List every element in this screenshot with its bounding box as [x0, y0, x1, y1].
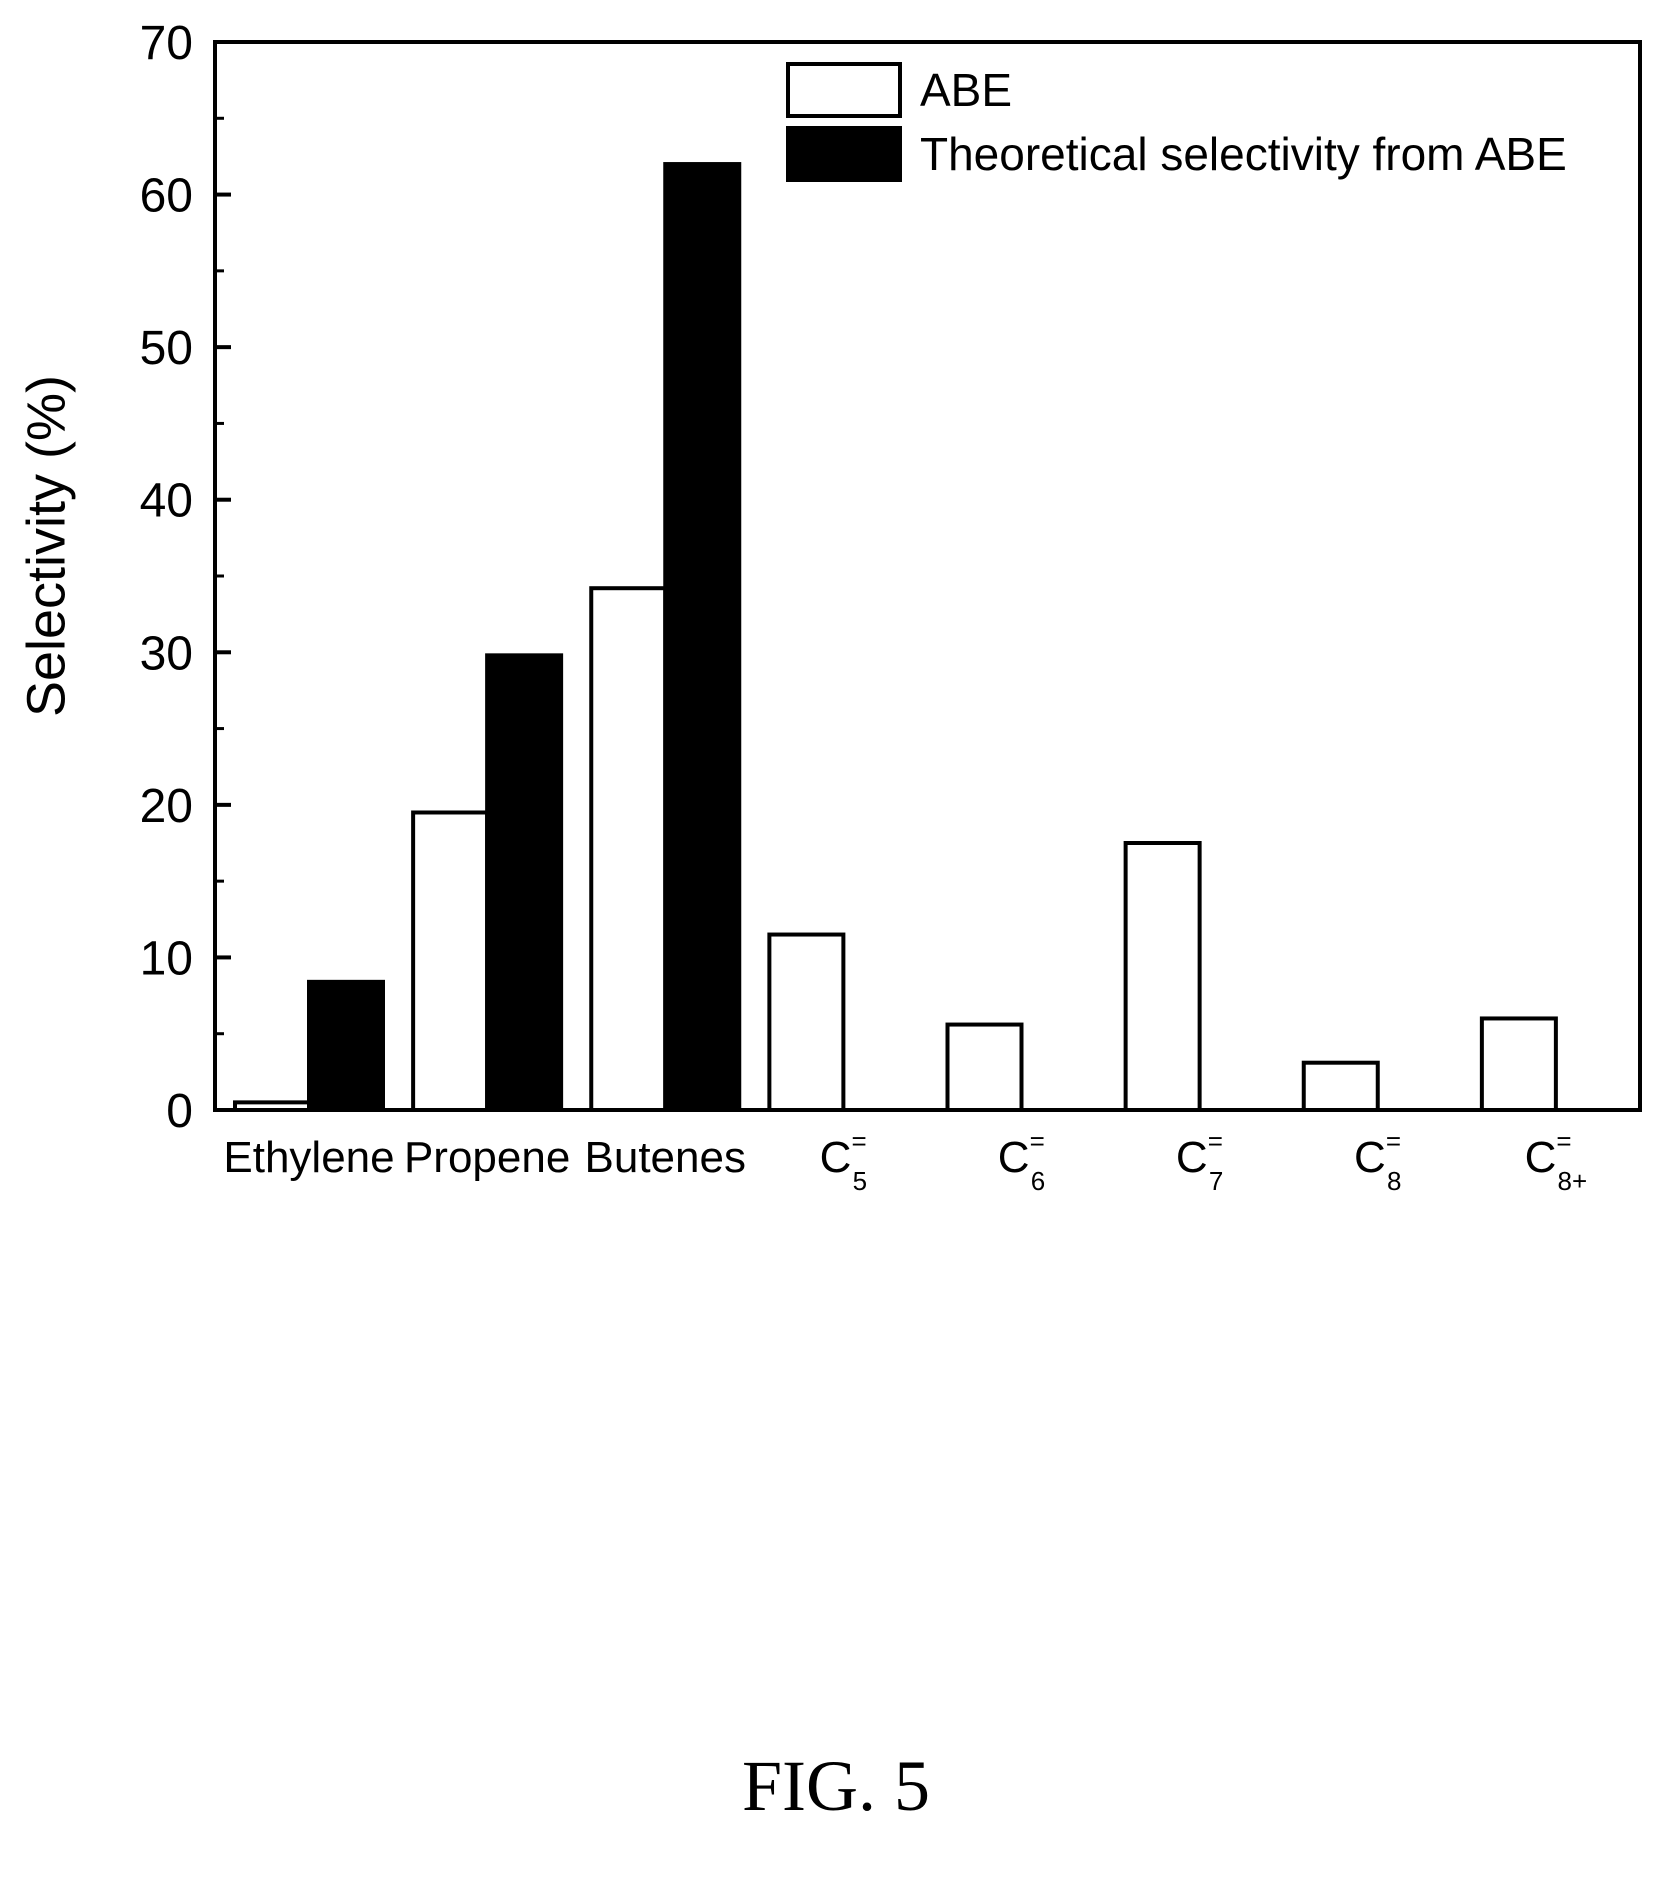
bar-abe [945, 1022, 1024, 1113]
bar-abe [1301, 1060, 1380, 1113]
bar-abe [767, 932, 846, 1112]
legend-label: ABE [920, 64, 1012, 116]
bar-group [233, 162, 1558, 1113]
x-tick-label: Propene [404, 1133, 570, 1182]
y-tick-label: 10 [140, 932, 193, 985]
x-tick-label: C= 7 [1176, 1126, 1223, 1196]
y-tick-label: 60 [140, 170, 193, 223]
bar-abe [589, 586, 668, 1112]
legend-swatch [786, 126, 902, 182]
bar-theoretical [485, 653, 564, 1113]
y-tick-label: 30 [140, 627, 193, 680]
y-axis: 0 10 20 30 40 50 60 70 [140, 17, 231, 1138]
bar-theoretical [307, 979, 385, 1113]
x-tick-label: Butenes [585, 1133, 746, 1182]
y-tick-label: 40 [140, 475, 193, 528]
bar-theoretical [663, 162, 742, 1113]
y-axis-label: Selectivity (%) [16, 375, 76, 717]
plot-frame [213, 40, 1642, 1112]
bar-abe [1123, 841, 1202, 1112]
legend: ABE Theoretical selectivity from ABE [786, 62, 1567, 182]
x-tick-label: C= 5 [820, 1126, 867, 1196]
y-tick-label: 20 [140, 780, 193, 833]
legend-swatch [786, 62, 902, 118]
x-tick-label: C= 6 [998, 1126, 1045, 1196]
y-tick-label: 70 [140, 17, 193, 70]
x-tick-label: C= 8+ [1525, 1126, 1588, 1196]
x-tick-label: Ethylene [223, 1133, 394, 1182]
y-tick-label: 50 [140, 322, 193, 375]
legend-label: Theoretical selectivity from ABE [920, 128, 1567, 180]
selectivity-bar-chart: 0 10 20 30 40 50 60 70 Ethylene Propene Butenes C=… [16, 17, 1642, 1196]
figure-caption: FIG. 5 [741, 1746, 930, 1826]
y-tick-label: 0 [166, 1085, 193, 1138]
legend-item: Theoretical selectivity from ABE [786, 126, 1567, 182]
x-axis: Ethylene Propene Butenes C= 5 C= 6 C= 7 C= 8 C= 8+ [223, 1126, 1587, 1196]
bar-abe [411, 810, 490, 1112]
bar-abe [1479, 1016, 1558, 1113]
x-tick-label: C= 8 [1354, 1126, 1401, 1196]
legend-item: ABE [786, 62, 1012, 118]
